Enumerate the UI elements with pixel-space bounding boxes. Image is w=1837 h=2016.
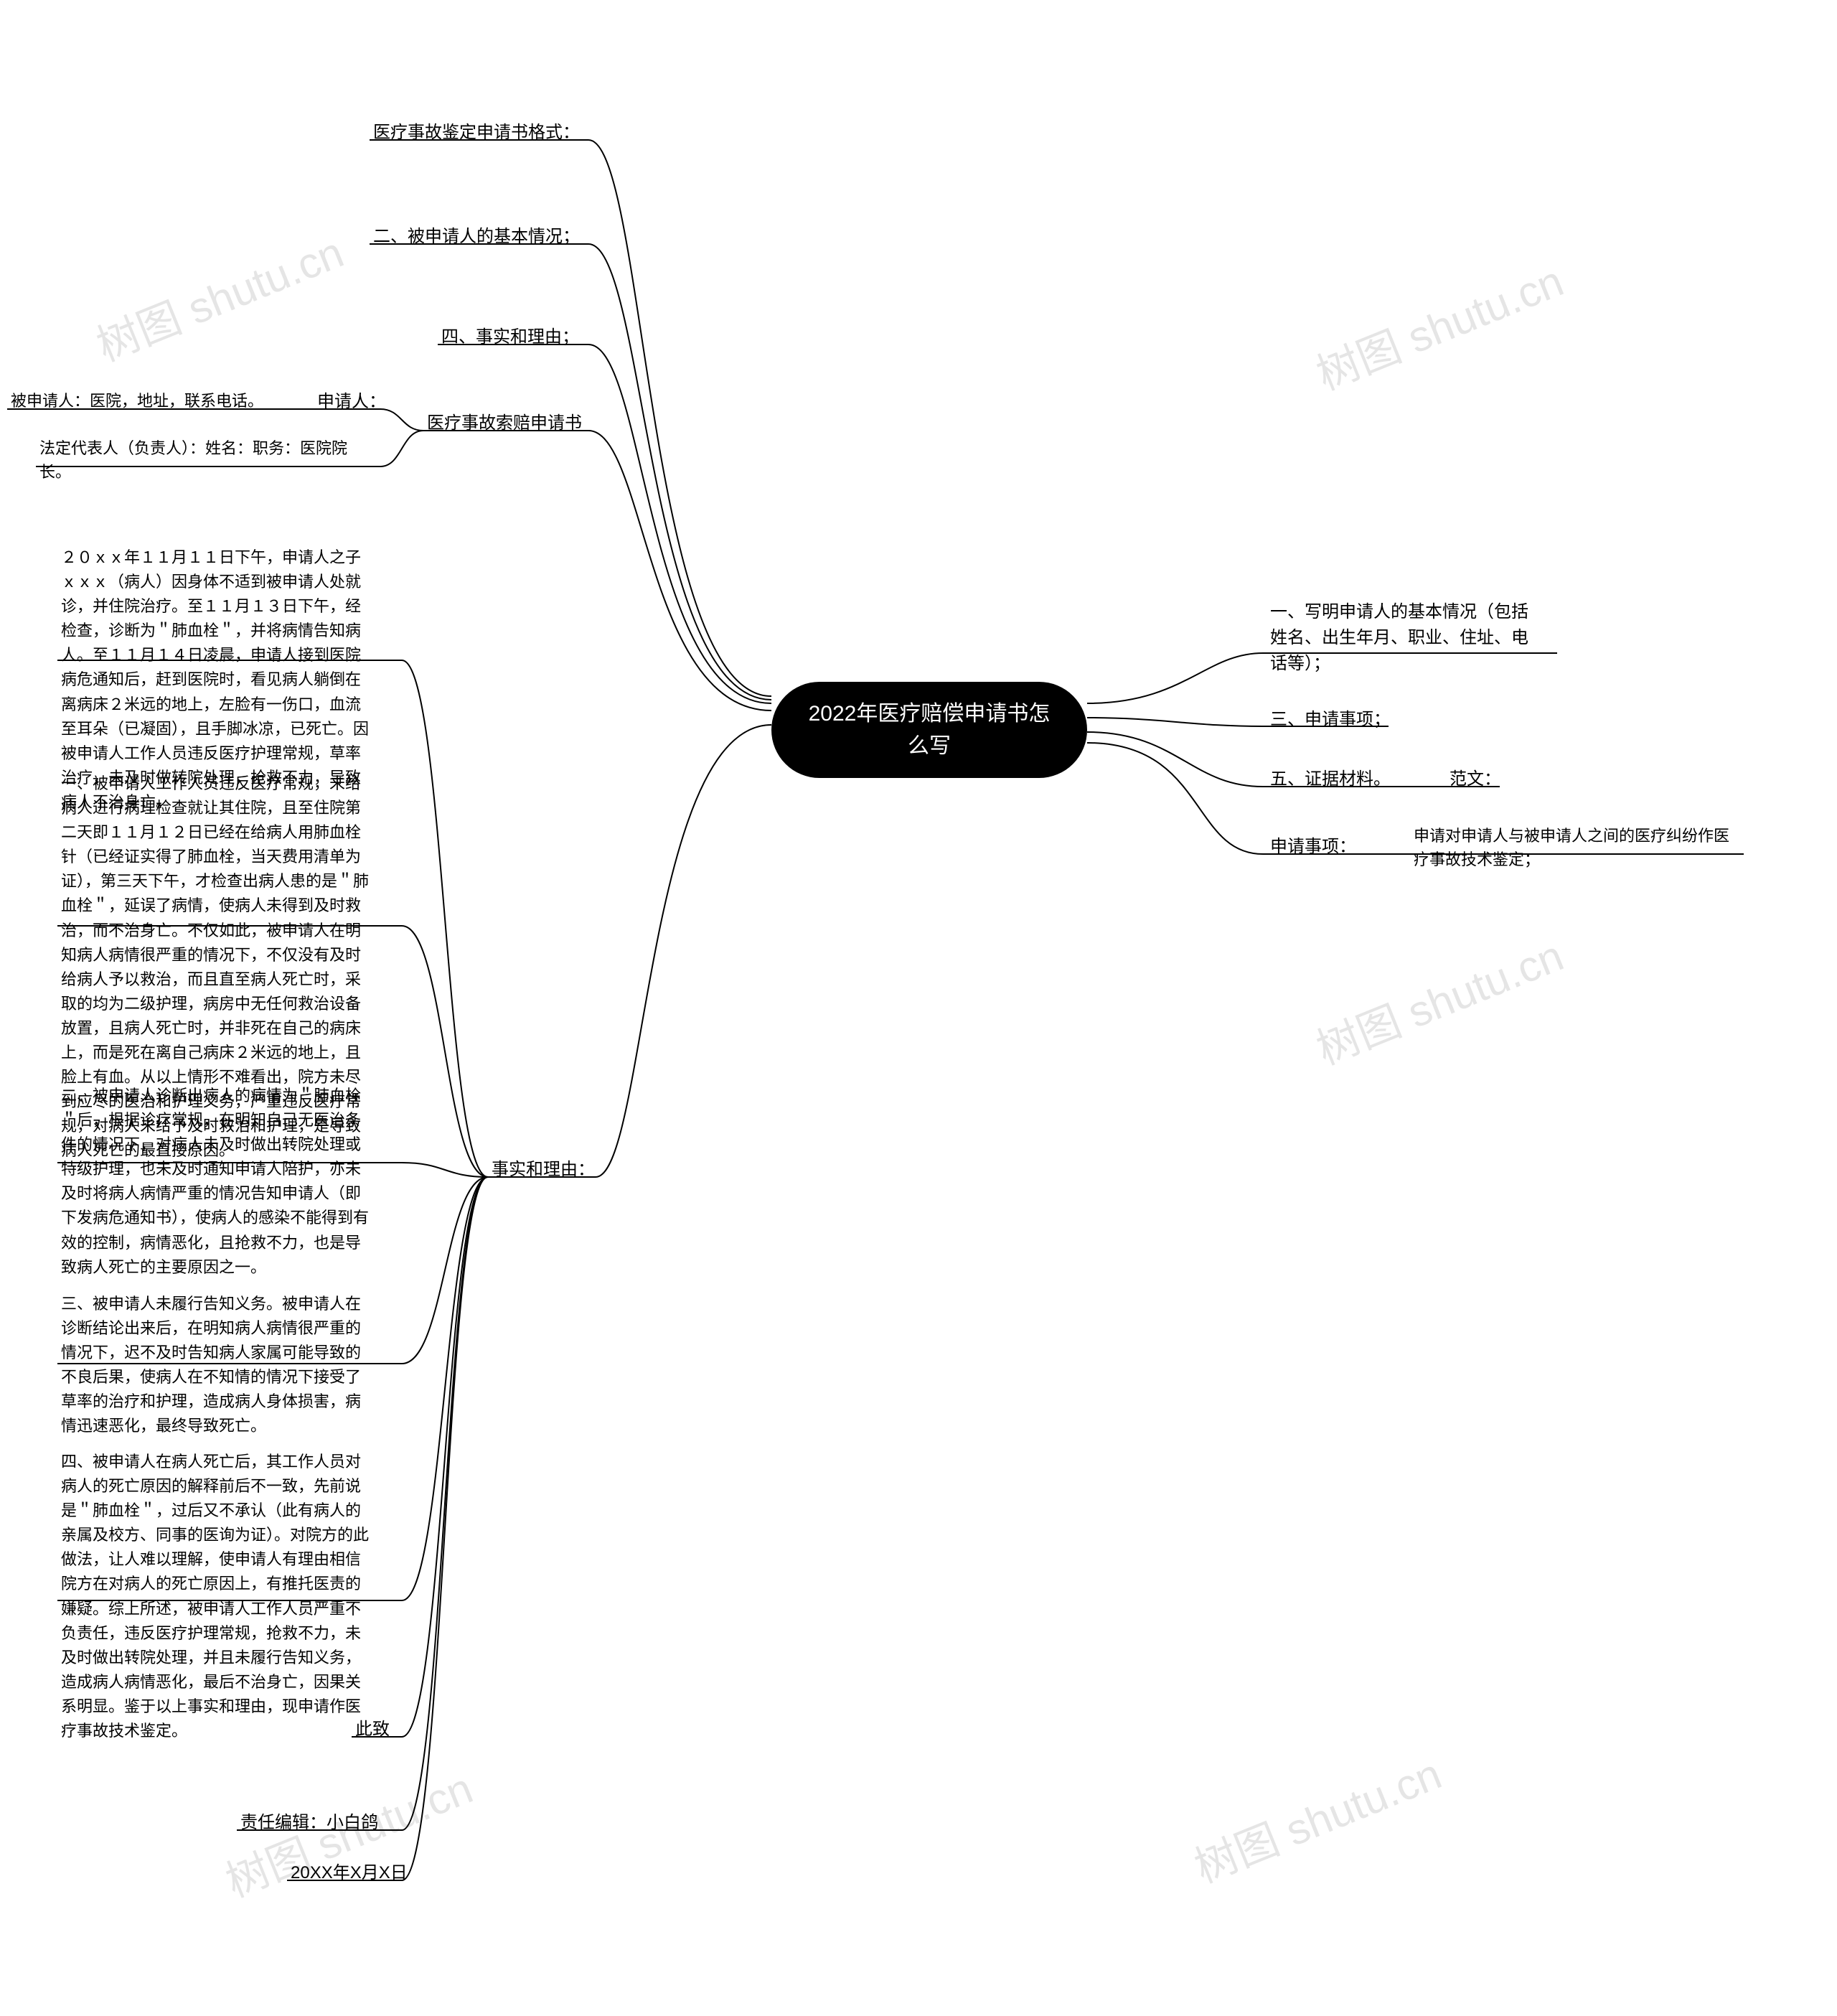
l4-label: 医疗事故索赔申请书 <box>427 411 582 436</box>
center-node: 2022年医疗赔偿申请书怎 么写 <box>771 682 1087 778</box>
l2-label: 二、被申请人的基本情况； <box>373 224 580 250</box>
center-line2: 么写 <box>908 734 951 758</box>
r3-leaf: 范文： <box>1450 766 1501 792</box>
watermark-5: 树图 shutu.cn <box>1184 1740 1450 1895</box>
r2-label: 三、申请事项； <box>1270 707 1391 733</box>
r4-leaf: 申请对申请人与被申请人之间的医疗纠纷作医 疗事故技术鉴定； <box>1414 824 1751 871</box>
watermark-2: 树图 shutu.cn <box>1306 247 1571 403</box>
l4a-label: 申请人： <box>317 389 386 415</box>
para3: 二、被申请人诊断出病人的病情为＂肺血栓＂后，根据诊疗常规，在明知自己无医治条件的… <box>61 1084 370 1280</box>
r3-label: 五、证据材料。 <box>1270 766 1391 792</box>
watermark-1: 树图 shutu.cn <box>86 218 352 374</box>
l1-label: 医疗事故鉴定申请书格式： <box>373 120 580 146</box>
para5: 四、被申请人在病人死亡后，其工作人员对病人的死亡原因的解释前后不一致，先前说是＂… <box>61 1450 370 1743</box>
sig-editor: 责任编辑：小白鸽 <box>240 1810 378 1836</box>
para4: 三、被申请人未履行告知义务。被申请人在诊断结论出来后，在明知病人病情很严重的情况… <box>61 1292 370 1439</box>
center-line1: 2022年医疗赔偿申请书怎 <box>809 702 1051 726</box>
sig-date: 20XX年X月X日 <box>291 1860 408 1886</box>
l4a-leaf: 被申请人：医院，地址，联系电话。 <box>11 389 263 413</box>
r1-label: 一、写明申请人的基本情况（包括 姓名、出生年月、职业、住址、电 话等）； <box>1270 599 1564 677</box>
r4-label: 申请事项： <box>1270 834 1356 860</box>
l5-label: 事实和理由： <box>492 1157 595 1183</box>
l4b-label: 法定代表人（负责人）：姓名：职务：医院院 长。 <box>39 436 384 484</box>
sig-cizhi: 此致 <box>355 1717 390 1743</box>
watermark-3: 树图 shutu.cn <box>1306 922 1571 1077</box>
l3-label: 四、事实和理由； <box>441 324 579 350</box>
